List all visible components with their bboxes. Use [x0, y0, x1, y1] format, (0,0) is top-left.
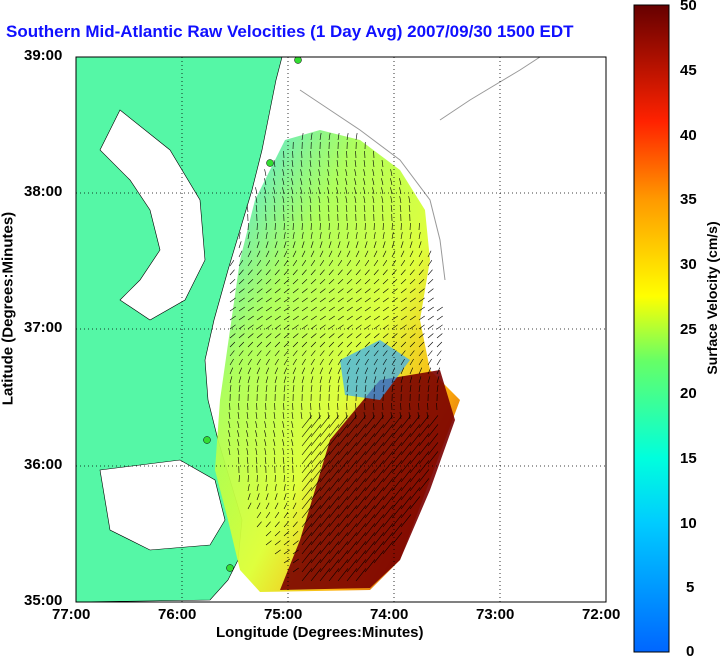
y-axis-label: Latitude (Degrees:Minutes)	[0, 199, 17, 419]
colorbar-tick: 5	[686, 579, 694, 596]
x-axis-label: Longitude (Degrees:Minutes)	[216, 624, 424, 641]
colorbar-tick: 25	[680, 321, 697, 338]
map-area	[76, 57, 606, 603]
x-tick: 73:00	[476, 606, 514, 623]
x-tick: 74:00	[370, 606, 408, 623]
colorbar	[634, 5, 669, 652]
y-tick: 37:00	[24, 319, 62, 336]
colorbar-tick: 40	[680, 127, 697, 144]
colorbar-tick: 15	[680, 450, 697, 467]
colorbar-tick: 10	[680, 515, 697, 532]
x-tick: 72:00	[582, 606, 620, 623]
station-marker	[227, 565, 234, 572]
colorbar-label: Surface Velocity (cm/s)	[704, 198, 720, 398]
station-marker	[295, 57, 302, 64]
x-tick: 77:00	[52, 606, 90, 623]
station-marker	[267, 160, 274, 167]
x-tick: 75:00	[264, 606, 302, 623]
colorbar-tick: 30	[680, 256, 697, 273]
colorbar-tick: 20	[680, 385, 697, 402]
colorbar-tick: 0	[686, 643, 694, 660]
station-marker	[204, 437, 211, 444]
colorbar-tick: 45	[680, 62, 697, 79]
y-tick: 38:00	[24, 183, 62, 200]
y-tick: 39:00	[24, 47, 62, 64]
colorbar-tick: 35	[680, 191, 697, 208]
y-tick: 36:00	[24, 456, 62, 473]
x-tick: 76:00	[158, 606, 196, 623]
colorbar-tick: 50	[680, 0, 697, 14]
